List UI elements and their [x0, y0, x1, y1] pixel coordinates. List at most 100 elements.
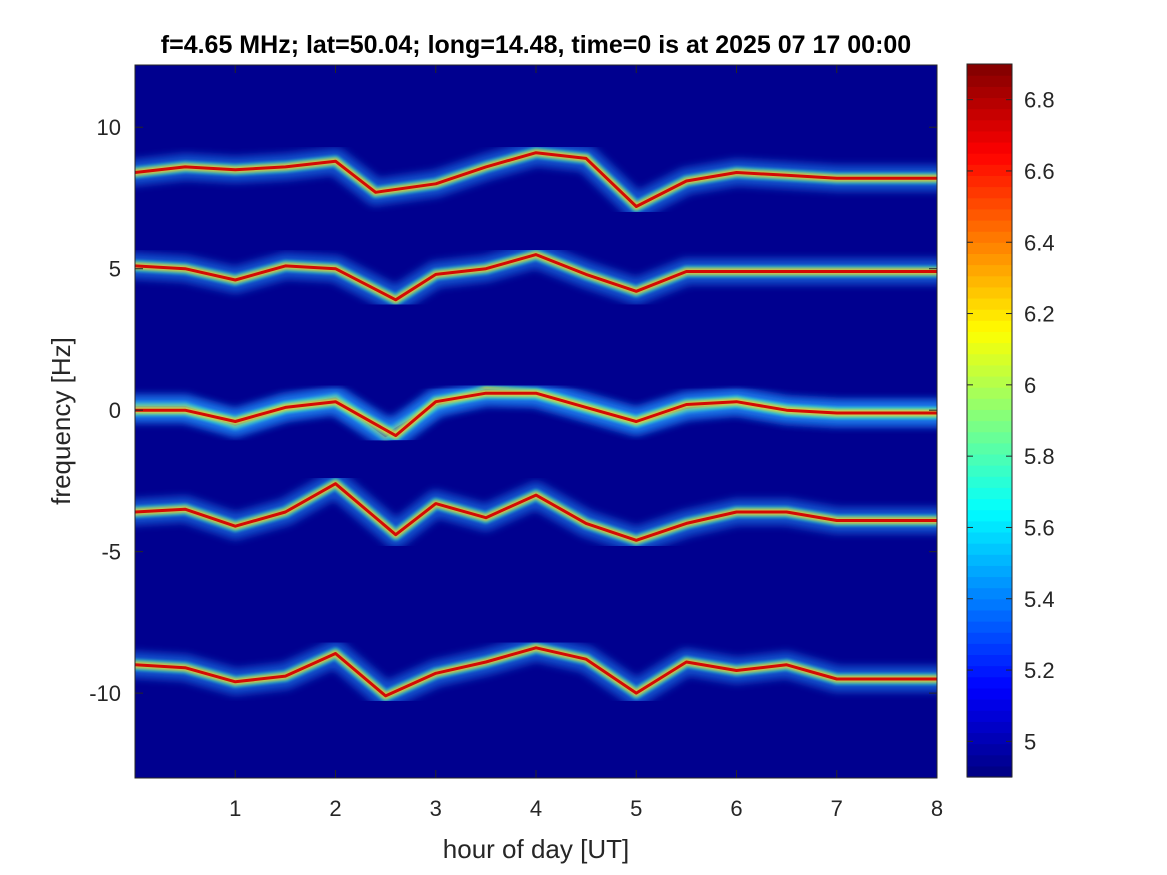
y-axis-label: frequency [Hz]	[46, 337, 76, 505]
y-tick-label: 10	[97, 115, 121, 140]
colorbar-segment	[967, 643, 1012, 656]
echo-trace	[135, 634, 937, 709]
colorbar-segment	[967, 665, 1012, 678]
colorbar-tick-label: 6.8	[1024, 88, 1055, 113]
colorbar-segment	[967, 442, 1012, 455]
colorbar-tick-label: 6.4	[1024, 230, 1055, 255]
colorbar-segment	[967, 676, 1012, 689]
colorbar-segment	[967, 565, 1012, 578]
colorbar-segment	[967, 587, 1012, 600]
x-tick-label: 4	[530, 796, 542, 821]
colorbar-segment	[967, 732, 1012, 745]
colorbar-segment	[967, 342, 1012, 355]
colorbar-tick-label: 5.4	[1024, 587, 1055, 612]
colorbar-segment	[967, 754, 1012, 767]
colorbar-segment	[967, 476, 1012, 488]
colorbar-segment	[967, 598, 1012, 611]
y-tick-label: -5	[101, 540, 121, 565]
colorbar-segment	[967, 64, 1012, 76]
colorbar-segment	[967, 387, 1012, 399]
echo-trace-layer	[135, 253, 937, 302]
echo-trace-layer	[135, 482, 937, 542]
colorbar-segment	[967, 687, 1012, 700]
x-tick-label: 6	[730, 796, 742, 821]
colorbar-segment	[967, 153, 1012, 165]
echo-traces	[135, 139, 937, 709]
colorbar-segment	[967, 253, 1012, 266]
colorbar-segment	[967, 498, 1012, 511]
colorbar-segment	[967, 609, 1012, 622]
y-tick-label: -10	[89, 681, 121, 706]
colorbar-ticks: 6.8 6.6 6.4 6.2 6 5.8 5.6 5.4 5.2 5	[967, 88, 1055, 754]
colorbar-segment	[967, 632, 1012, 644]
colorbar-segment	[967, 141, 1012, 154]
colorbar-segment	[967, 208, 1012, 221]
colorbar-frame	[966, 63, 1013, 778]
colorbar-gradient	[967, 64, 1012, 778]
colorbar-tick-label: 5.8	[1024, 444, 1055, 469]
y-axis-ticks: 10 5 0 -5 -10	[89, 115, 937, 706]
y-tick-label: 0	[109, 398, 121, 423]
colorbar-segment	[967, 75, 1012, 87]
colorbar-segment	[967, 398, 1012, 410]
colorbar-segment	[967, 721, 1012, 734]
echo-trace-layer	[135, 391, 937, 438]
colorbar-segment	[967, 621, 1012, 633]
plot-area	[134, 64, 938, 779]
colorbar-segment	[967, 186, 1012, 199]
colorbar-segment	[967, 531, 1012, 544]
colorbar-segment	[967, 264, 1012, 277]
colorbar-segment	[967, 164, 1012, 177]
colorbar-segment	[967, 765, 1012, 778]
colorbar-tick-label: 5	[1024, 729, 1036, 754]
echo-trace-layer	[135, 646, 937, 698]
colorbar-segment	[967, 219, 1012, 232]
colorbar-segment	[967, 509, 1012, 522]
echo-trace	[135, 241, 937, 313]
colorbar-segment	[967, 654, 1012, 667]
colorbar-segment	[967, 409, 1012, 422]
x-tick-label: 8	[931, 796, 943, 821]
colorbar-segment	[967, 520, 1012, 533]
x-tick-label: 5	[630, 796, 642, 821]
echo-trace-layer	[135, 151, 937, 208]
y-tick-label: 5	[109, 257, 121, 282]
colorbar-segment	[967, 353, 1012, 366]
colorbar-segment	[967, 108, 1012, 121]
colorbar-segment	[967, 242, 1012, 254]
colorbar-segment	[967, 487, 1012, 500]
colorbar: 6.8 6.6 6.4 6.2 6 5.8 5.6 5.4 5.2 5	[966, 63, 1055, 778]
colorbar-segment	[967, 297, 1012, 310]
colorbar-segment	[967, 197, 1012, 210]
x-tick-label: 1	[229, 796, 241, 821]
colorbar-segment	[967, 86, 1012, 99]
echo-trace	[135, 139, 937, 220]
colorbar-tick-label: 6	[1024, 373, 1036, 398]
colorbar-segment	[967, 576, 1012, 589]
colorbar-segment	[967, 231, 1012, 243]
colorbar-tick-label: 5.2	[1024, 658, 1055, 683]
colorbar-segment	[967, 286, 1012, 299]
colorbar-segment	[967, 543, 1012, 555]
x-axis-label: hour of day [UT]	[443, 834, 629, 864]
colorbar-segment	[967, 375, 1012, 388]
echo-trace	[135, 380, 937, 449]
colorbar-tick-label: 6.6	[1024, 159, 1055, 184]
colorbar-segment	[967, 453, 1012, 466]
colorbar-segment	[967, 130, 1012, 143]
colorbar-tick-label: 6.2	[1024, 302, 1055, 327]
colorbar-segment	[967, 743, 1012, 756]
colorbar-segment	[967, 699, 1012, 711]
colorbar-tick-label: 5.6	[1024, 515, 1055, 540]
colorbar-segment	[967, 275, 1012, 288]
colorbar-segment	[967, 119, 1012, 132]
colorbar-segment	[967, 420, 1012, 433]
colorbar-segment	[967, 431, 1012, 444]
x-tick-label: 2	[329, 796, 341, 821]
colorbar-segment	[967, 320, 1012, 332]
colorbar-segment	[967, 331, 1012, 344]
x-axis-ticks: 1 2 3 4 5 6 7 8	[229, 65, 943, 821]
colorbar-segment	[967, 710, 1012, 722]
colorbar-segment	[967, 175, 1012, 188]
